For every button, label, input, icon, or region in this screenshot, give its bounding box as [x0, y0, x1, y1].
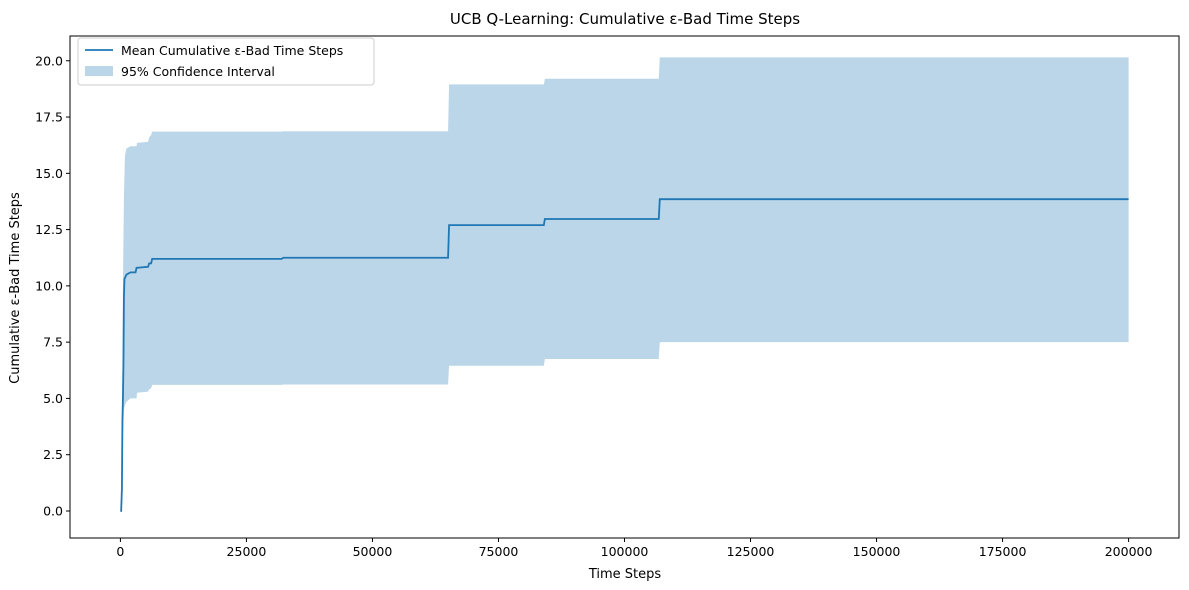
y-axis-label: Cumulative ε-Bad Time Steps: [8, 192, 23, 384]
y-tick-label: 10.0: [35, 278, 63, 293]
chart-title: UCB Q-Learning: Cumulative ε-Bad Time St…: [450, 10, 800, 28]
y-tick-label: 2.5: [43, 447, 63, 462]
x-tick-label: 50000: [353, 544, 393, 559]
x-tick-label: 200000: [1105, 544, 1153, 559]
y-axis: 0.0 2.5 5.0 7.5 10.0 12.5 15.0 17.5 20.0: [35, 53, 70, 518]
legend-band-swatch: [85, 66, 113, 76]
legend: Mean Cumulative ε-Bad Time Steps 95% Con…: [77, 37, 375, 86]
y-tick-label: 5.0: [43, 391, 63, 406]
y-tick-label: 17.5: [35, 110, 63, 125]
legend-entry-ci: 95% Confidence Interval: [121, 64, 275, 79]
x-tick-label: 75000: [479, 544, 519, 559]
plot-area: [120, 57, 1129, 512]
legend-box: [77, 37, 375, 86]
y-tick-label: 12.5: [35, 222, 63, 237]
x-axis: 0 25000 50000 75000 100000 125000 150000 175000…: [116, 538, 1152, 559]
legend-entry-mean: Mean Cumulative ε-Bad Time Steps: [121, 43, 343, 58]
plot-frame: [69, 35, 1180, 539]
mean-line: [120, 198, 1129, 512]
x-tick-label: 25000: [227, 544, 267, 559]
x-tick-label: 100000: [601, 544, 649, 559]
y-tick-label: 15.0: [35, 166, 63, 181]
x-axis-label: Time Steps: [588, 567, 662, 582]
x-tick-label: 0: [116, 544, 124, 559]
x-tick-label: 175000: [979, 544, 1027, 559]
y-tick-label: 20.0: [35, 53, 63, 68]
x-tick-label: 125000: [727, 544, 775, 559]
x-tick-label: 150000: [853, 544, 901, 559]
y-tick-label: 7.5: [43, 335, 63, 350]
y-tick-label: 0.0: [43, 503, 63, 518]
confidence-interval-band: [120, 57, 1129, 511]
